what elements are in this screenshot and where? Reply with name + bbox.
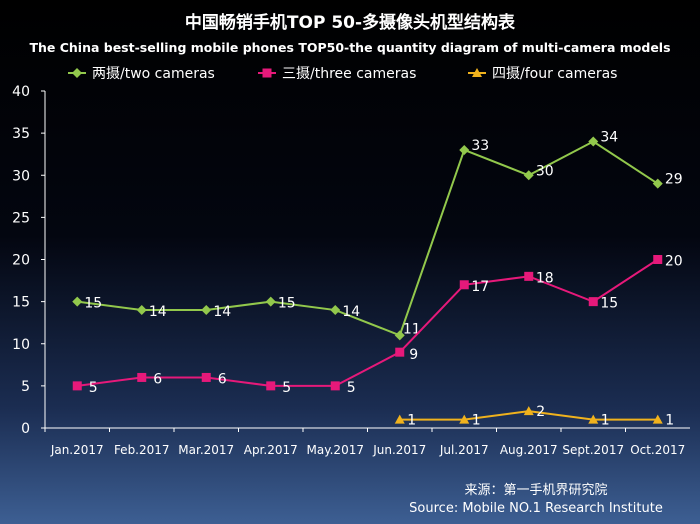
data-point — [653, 255, 663, 264]
data-point — [459, 414, 470, 424]
data-label: 11 — [403, 321, 421, 337]
data-point — [652, 414, 663, 424]
legend-marker — [472, 68, 482, 77]
data-point — [394, 330, 405, 341]
data-label: 1 — [601, 413, 610, 429]
data-label: 1 — [665, 413, 674, 429]
data-label: 30 — [536, 163, 554, 179]
series-2: 5 6 6 5 5 9 17 18 15 20 — [72, 254, 683, 396]
legend-label: 两摄/two cameras — [92, 66, 215, 82]
data-label: 6 — [153, 371, 162, 387]
chart-subtitle: The China best-selling mobile phones TOP… — [29, 40, 670, 55]
data-label: 2 — [536, 404, 545, 420]
series-line — [77, 140, 659, 337]
data-point — [395, 347, 405, 357]
x-tick-label: Feb.2017 — [114, 443, 170, 457]
source-cn: 来源：第一手机界研究院 — [464, 483, 607, 498]
data-label: 1 — [407, 413, 416, 429]
data-label: 15 — [600, 296, 618, 312]
data-label: 15 — [84, 296, 102, 312]
chart-title: 中国畅销手机TOP 50-多摄像头机型结构表 — [185, 12, 516, 33]
x-tick-label: May.2017 — [307, 443, 364, 457]
data-label: 5 — [347, 380, 356, 396]
x-tick-label: Aug.2017 — [500, 443, 558, 457]
y-tick-label: 10 — [12, 337, 30, 353]
y-tick-label: 30 — [12, 168, 30, 184]
data-label: 33 — [471, 138, 489, 154]
data-point — [201, 305, 212, 316]
data-point — [330, 381, 340, 391]
y-tick-label: 40 — [12, 84, 30, 100]
legend-label: 三摄/three cameras — [282, 66, 416, 82]
data-point — [266, 381, 276, 391]
x-tick-label: Sept.2017 — [562, 443, 624, 457]
data-point — [588, 297, 598, 307]
x-tick-label: Apr.2017 — [244, 443, 298, 457]
data-label: 15 — [278, 296, 296, 312]
data-label: 17 — [471, 279, 489, 295]
data-label: 18 — [536, 270, 554, 286]
x-tick-label: Jun.2017 — [372, 443, 426, 457]
data-label: 14 — [149, 304, 167, 320]
data-point — [459, 280, 469, 290]
data-point — [72, 296, 83, 307]
x-tick-label: Jan.2017 — [50, 443, 104, 457]
data-point — [524, 271, 534, 281]
data-point — [652, 178, 663, 189]
legend-marker — [262, 68, 272, 78]
data-point — [265, 296, 276, 307]
y-tick-label: 5 — [21, 379, 30, 395]
data-point — [72, 381, 82, 391]
y-tick-label: 15 — [12, 295, 30, 311]
y-tick-label: 25 — [12, 210, 30, 226]
data-label: 1 — [472, 413, 481, 429]
data-point — [523, 170, 534, 181]
legend-label: 四摄/four cameras — [492, 66, 617, 82]
data-point — [394, 414, 405, 424]
legend: 两摄/two cameras 三摄/three cameras 四摄/four ca… — [68, 66, 617, 82]
data-label: 29 — [665, 172, 683, 188]
data-label: 34 — [600, 130, 618, 146]
data-label: 20 — [665, 254, 683, 270]
data-point — [137, 372, 147, 382]
data-point — [588, 136, 599, 147]
data-point — [201, 372, 211, 382]
data-label: 14 — [342, 304, 360, 320]
source-en: Source: Mobile NO.1 Research Institute — [409, 501, 663, 516]
x-tick-label: Oct.2017 — [630, 443, 685, 457]
series-1: 15 14 14 15 14 11 33 30 34 29 — [72, 130, 683, 341]
series-3: 1 1 2 1 1 — [394, 404, 674, 429]
y-tick-label: 0 — [21, 421, 30, 437]
x-tick-label: Mar.2017 — [178, 443, 234, 457]
data-point — [136, 305, 147, 316]
data-point — [588, 414, 599, 424]
y-tick-label: 20 — [12, 253, 30, 269]
data-label: 9 — [409, 347, 418, 363]
data-point — [459, 144, 470, 155]
y-tick-label: 35 — [12, 126, 30, 142]
series-line — [77, 258, 659, 387]
data-label: 5 — [282, 380, 291, 396]
x-tick-label: Jul.2017 — [439, 443, 489, 457]
legend-marker — [72, 68, 82, 78]
data-label: 5 — [89, 380, 98, 396]
data-label: 14 — [213, 304, 231, 320]
data-point — [523, 406, 534, 416]
data-point — [330, 305, 341, 316]
data-label: 6 — [218, 371, 227, 387]
